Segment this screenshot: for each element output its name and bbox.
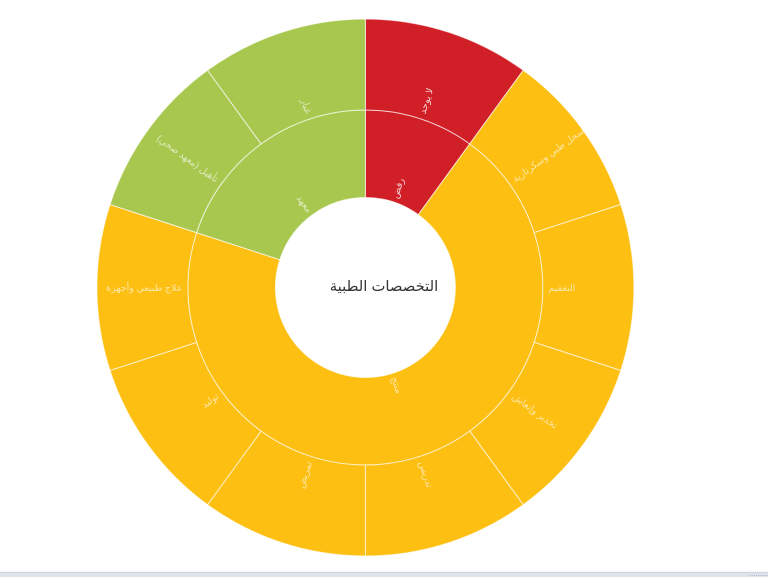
svg-text:منتج: منتج bbox=[388, 375, 404, 395]
svg-text:التعقيم: التعقيم bbox=[548, 283, 575, 294]
svg-text:غيار: غيار bbox=[298, 96, 314, 115]
svg-text:التخصصات الطبية: التخصصات الطبية bbox=[330, 279, 438, 295]
svg-text:علاج طبيعي وأجهزة: علاج طبيعي وأجهزة bbox=[106, 281, 182, 294]
